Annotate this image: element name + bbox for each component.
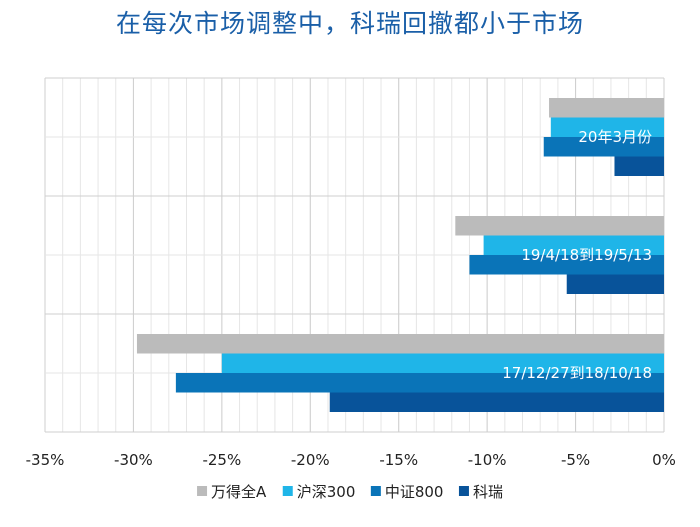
bar-4-3 [329,392,664,412]
legend-swatch [458,486,469,496]
bar-1-3 [136,334,665,354]
bar-1-2 [455,216,664,236]
x-tick-label: -20% [291,451,330,469]
bar-4-1 [614,156,664,176]
bar-2-1 [550,117,664,137]
legend-swatch [197,486,208,496]
x-tick-label: -10% [468,451,507,469]
bar-2-2 [483,235,664,255]
legend-label: 万得全A [211,483,267,501]
bar-4-2 [566,274,664,294]
bar-3-3 [175,373,665,393]
legend-label: 沪深300 [297,483,356,501]
x-tick-label: -30% [114,451,153,469]
category-label: 17/12/27到18/10/18 [502,364,652,382]
bar-1-1 [549,98,664,118]
x-tick-label: -15% [379,451,418,469]
category-label: 20年3月份 [578,128,652,146]
legend-label: 中证800 [385,483,444,501]
bar-2-3 [221,353,664,373]
bar-3-2 [469,255,664,275]
category-label: 19/4/18到19/5/13 [521,246,652,264]
legend-swatch [282,486,293,496]
chart-title: 在每次市场调整中，科瑞回撤都小于市场 [115,9,584,38]
legend-swatch [370,486,381,496]
x-tick-label: -35% [26,451,65,469]
legend-label: 科瑞 [473,483,503,501]
bar-3-1 [543,137,664,157]
x-tick-label: -25% [202,451,241,469]
x-tick-label: 0% [652,451,676,469]
x-tick-label: -5% [561,451,590,469]
